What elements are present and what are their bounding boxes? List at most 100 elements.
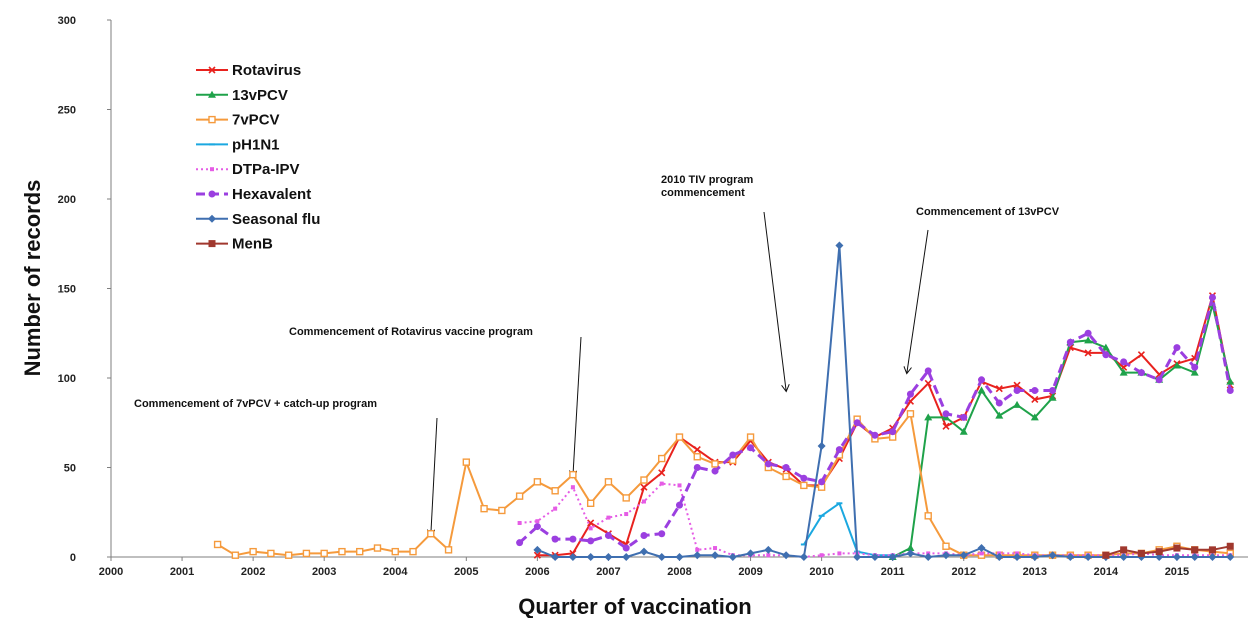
- legend-label: Seasonal flu: [232, 211, 320, 228]
- x-tick-label: 2010: [809, 566, 833, 578]
- data-point: [302, 549, 311, 558]
- annotation-arrow: [763, 211, 786, 391]
- data-point: [924, 379, 932, 387]
- data-point: [427, 530, 435, 538]
- data-point: [960, 413, 968, 421]
- data-point: [693, 551, 702, 560]
- data-point: [693, 453, 701, 461]
- data-point: [267, 549, 275, 558]
- data-point: [622, 553, 631, 561]
- series-line: [518, 295, 1232, 550]
- data-point: [924, 413, 933, 421]
- data-point: [1226, 377, 1235, 385]
- y-tick-label: 250: [58, 105, 76, 117]
- data-point: [1013, 400, 1022, 408]
- data-point: [676, 501, 683, 509]
- data-point: [551, 535, 559, 543]
- annotation-text: Commencement of Rotavirus vaccine progra…: [289, 326, 533, 338]
- x-axis-title: Quarter of vaccination: [518, 594, 752, 618]
- data-point: [515, 492, 524, 500]
- data-point: [1208, 553, 1217, 561]
- data-point: [640, 532, 648, 540]
- data-point: [1190, 368, 1199, 376]
- data-point: [906, 410, 915, 418]
- data-point: [942, 422, 950, 430]
- data-point: [1172, 361, 1181, 369]
- annotation-arrow: [431, 417, 438, 536]
- data-point: [959, 427, 968, 435]
- data-point: [853, 419, 861, 427]
- data-point: [977, 386, 986, 394]
- data-point: [1120, 358, 1128, 366]
- data-point: [356, 547, 364, 556]
- data-point: [462, 458, 471, 466]
- series-line: [892, 303, 1232, 558]
- data-point: [835, 446, 843, 454]
- annotation-arrow: [907, 229, 929, 373]
- x-tick-label: 2002: [241, 566, 265, 578]
- data-point: [995, 399, 1003, 407]
- data-point: [444, 546, 453, 554]
- x-tick-label: 2015: [1165, 566, 1189, 578]
- data-point: [606, 515, 611, 520]
- legend-label: Hexavalent: [232, 186, 311, 203]
- data-point: [1173, 544, 1181, 552]
- data-point: [533, 478, 542, 486]
- data-point: [711, 467, 719, 475]
- data-point: [1120, 546, 1128, 554]
- legend-label: 7vPCV: [232, 112, 280, 129]
- legend: Rotavirus 13vPCV 7vPCV pH1N1 DTPa-IPV Hexaval…: [196, 62, 320, 253]
- annotation: Commencement of 13vPCV: [907, 206, 1060, 373]
- data-point: [641, 499, 646, 504]
- data-point: [677, 483, 682, 488]
- data-point: [570, 485, 575, 490]
- data-point: [640, 476, 648, 484]
- legend-item: DTPa-IPV: [196, 161, 300, 178]
- data-point: [1155, 376, 1163, 384]
- data-point: [817, 442, 826, 451]
- data-point: [249, 547, 257, 556]
- data-point: [553, 506, 558, 511]
- series-layer: [213, 241, 1235, 561]
- data-point: [782, 464, 790, 471]
- annotation-text: Commencement of 7vPCV + catch-up program: [134, 398, 377, 410]
- annotation: Commencement of 7vPCV + catch-up program: [134, 398, 438, 536]
- annotation-text: 2010 TIV program: [661, 174, 754, 186]
- data-point: [978, 376, 986, 384]
- annotation: Commencement of Rotavirus vaccine progra…: [289, 326, 582, 476]
- data-point: [728, 553, 737, 561]
- annotation-text: commencement: [661, 187, 745, 199]
- x-tick-label: 2006: [525, 566, 549, 578]
- data-point: [837, 551, 842, 556]
- x-tick-label: 2014: [1094, 566, 1119, 578]
- x-tick-label: 2009: [738, 566, 762, 578]
- legend-label: MenB: [232, 236, 273, 253]
- data-point: [622, 544, 630, 552]
- data-point: [1030, 553, 1039, 561]
- data-point: [586, 499, 595, 507]
- data-point: [1119, 553, 1128, 561]
- data-point: [1172, 553, 1181, 561]
- axes-layer: 0 50 100 150 200 250 300 2000 2001 2002 2003 2004 20…: [58, 15, 1248, 578]
- data-point: [551, 487, 559, 495]
- data-point: [1226, 542, 1234, 550]
- data-point: [906, 549, 915, 558]
- data-point: [1048, 393, 1057, 401]
- data-point: [819, 553, 824, 558]
- data-point: [640, 483, 648, 491]
- x-tick-label: 2008: [667, 566, 691, 578]
- series-line: [537, 294, 1232, 557]
- data-point: [208, 190, 216, 198]
- data-point: [639, 547, 648, 556]
- data-point: [284, 551, 293, 559]
- y-tick-label: 300: [58, 15, 76, 27]
- data-point: [853, 553, 862, 561]
- series-ph1n1: [800, 502, 896, 557]
- data-point: [729, 451, 737, 459]
- data-point: [1049, 387, 1057, 395]
- data-point: [533, 545, 542, 554]
- data-point: [1191, 363, 1199, 371]
- y-tick-label: 150: [58, 284, 76, 296]
- data-point: [1137, 369, 1145, 377]
- data-point: [924, 512, 932, 520]
